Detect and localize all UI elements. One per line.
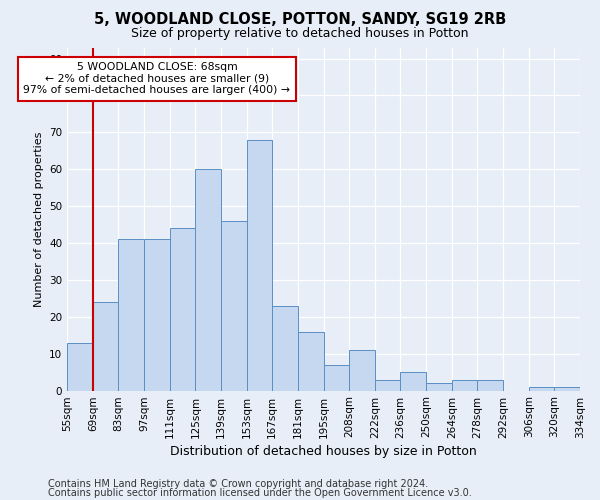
- Bar: [298, 332, 323, 390]
- Text: Contains HM Land Registry data © Crown copyright and database right 2024.: Contains HM Land Registry data © Crown c…: [48, 479, 428, 489]
- Bar: [221, 221, 247, 390]
- Bar: [196, 169, 221, 390]
- Bar: [529, 387, 554, 390]
- Bar: [478, 380, 503, 390]
- Bar: [93, 302, 118, 390]
- Bar: [67, 342, 93, 390]
- Bar: [170, 228, 196, 390]
- Text: 5 WOODLAND CLOSE: 68sqm
← 2% of detached houses are smaller (9)
97% of semi-deta: 5 WOODLAND CLOSE: 68sqm ← 2% of detached…: [23, 62, 290, 96]
- Bar: [118, 240, 144, 390]
- Bar: [426, 383, 452, 390]
- Text: 5, WOODLAND CLOSE, POTTON, SANDY, SG19 2RB: 5, WOODLAND CLOSE, POTTON, SANDY, SG19 2…: [94, 12, 506, 28]
- Bar: [375, 380, 400, 390]
- Text: Contains public sector information licensed under the Open Government Licence v3: Contains public sector information licen…: [48, 488, 472, 498]
- Bar: [144, 240, 170, 390]
- Bar: [323, 364, 349, 390]
- X-axis label: Distribution of detached houses by size in Potton: Distribution of detached houses by size …: [170, 444, 477, 458]
- Bar: [400, 372, 426, 390]
- Bar: [452, 380, 478, 390]
- Text: Size of property relative to detached houses in Potton: Size of property relative to detached ho…: [131, 28, 469, 40]
- Bar: [349, 350, 375, 391]
- Bar: [247, 140, 272, 390]
- Bar: [554, 387, 580, 390]
- Bar: [272, 306, 298, 390]
- Y-axis label: Number of detached properties: Number of detached properties: [34, 132, 44, 306]
